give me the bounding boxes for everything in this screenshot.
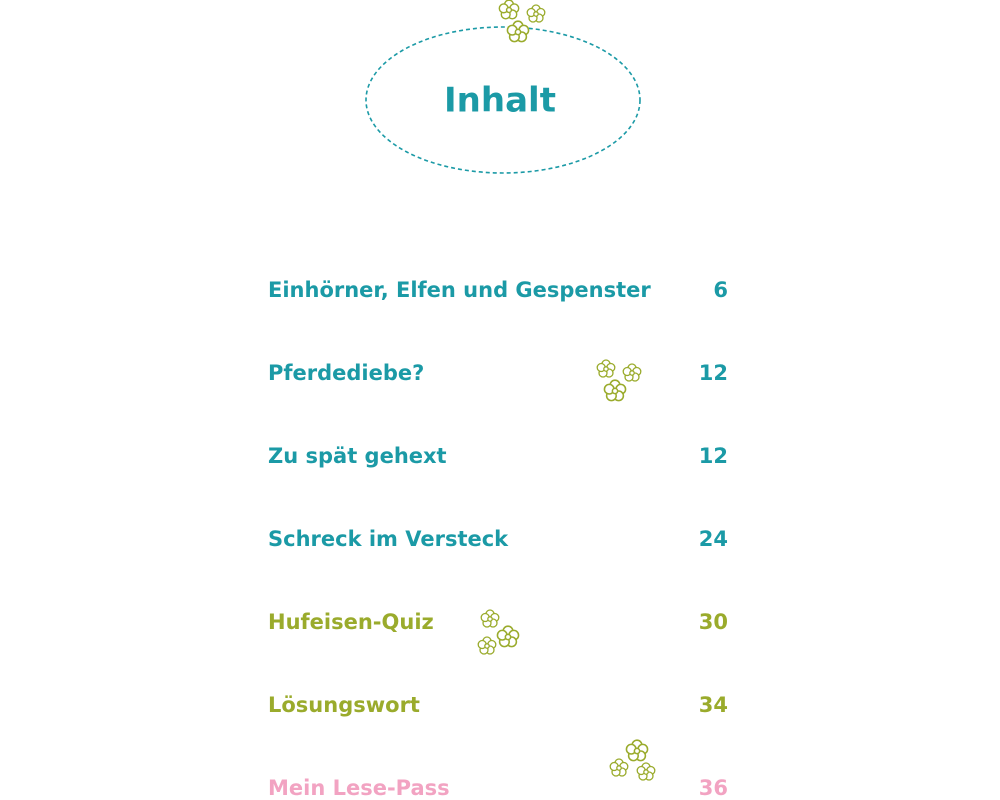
entry-label: Pferdediebe?: [268, 361, 424, 385]
entry-page: 34: [699, 693, 728, 717]
entry-label: Hufeisen-Quiz: [268, 610, 434, 634]
entry-label: Zu spät gehext: [268, 444, 447, 468]
entry-page: 12: [699, 444, 728, 468]
page-title: Inhalt: [444, 81, 556, 121]
entry-page: 24: [699, 527, 728, 551]
entry-page: 6: [713, 278, 728, 302]
title-frame: [365, 26, 641, 174]
entry-page: 12: [699, 361, 728, 385]
entry-label: Lösungswort: [268, 693, 420, 717]
entry-label: Mein Lese-Pass: [268, 776, 450, 800]
entry-label: Einhörner, Elfen und Gespenster: [268, 278, 651, 302]
entry-page: 30: [699, 610, 728, 634]
entry-page: 36: [699, 776, 728, 800]
entry-label: Schreck im Versteck: [268, 527, 509, 551]
